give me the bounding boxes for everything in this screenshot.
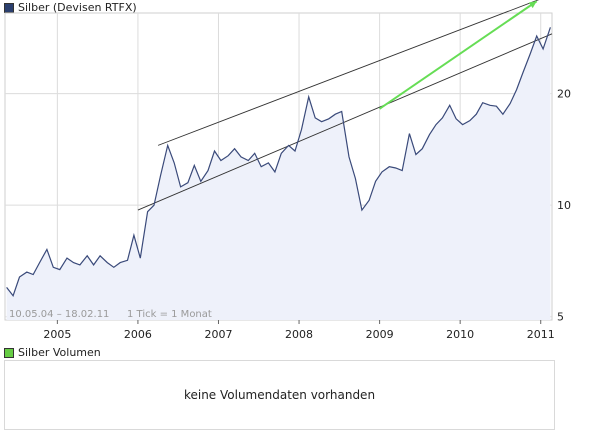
legend-price-label: Silber (Devisen RTFX): [18, 1, 137, 14]
x-tick-label: 2010: [446, 328, 474, 341]
trendlines: [137, 0, 553, 211]
legend-volume-label: Silber Volumen: [18, 346, 101, 359]
price-line: [6, 27, 551, 297]
interval-label: 1 Tick = 1 Monat: [127, 309, 212, 320]
x-tick-label: 2006: [124, 328, 152, 341]
y-tick-label: 10: [557, 199, 571, 212]
trend-arrow-head: [528, 1, 537, 9]
date-range-label: 10.05.04 – 18.02.11: [9, 309, 109, 320]
legend-volume-swatch: [4, 347, 14, 358]
x-tick-label: 2007: [204, 328, 232, 341]
volume-panel: keine Volumendaten vorhanden: [4, 360, 555, 430]
legend-volume: Silber Volumen: [4, 346, 101, 359]
y-tick-label: 20: [557, 88, 571, 101]
x-tick-label: 2011: [527, 328, 555, 341]
volume-empty-message: keine Volumendaten vorhanden: [183, 388, 376, 402]
x-tick-label: 2009: [366, 328, 394, 341]
legend-price: Silber (Devisen RTFX): [4, 1, 137, 14]
trend-lower-channel: [137, 33, 553, 211]
trend-upper-channel: [157, 0, 540, 146]
y-tick-label: 5: [557, 311, 564, 324]
legend-price-swatch: [4, 2, 14, 13]
x-tick-label: 2008: [285, 328, 313, 341]
x-tick-label: 2005: [43, 328, 71, 341]
trend-arrow-line: [379, 0, 538, 110]
